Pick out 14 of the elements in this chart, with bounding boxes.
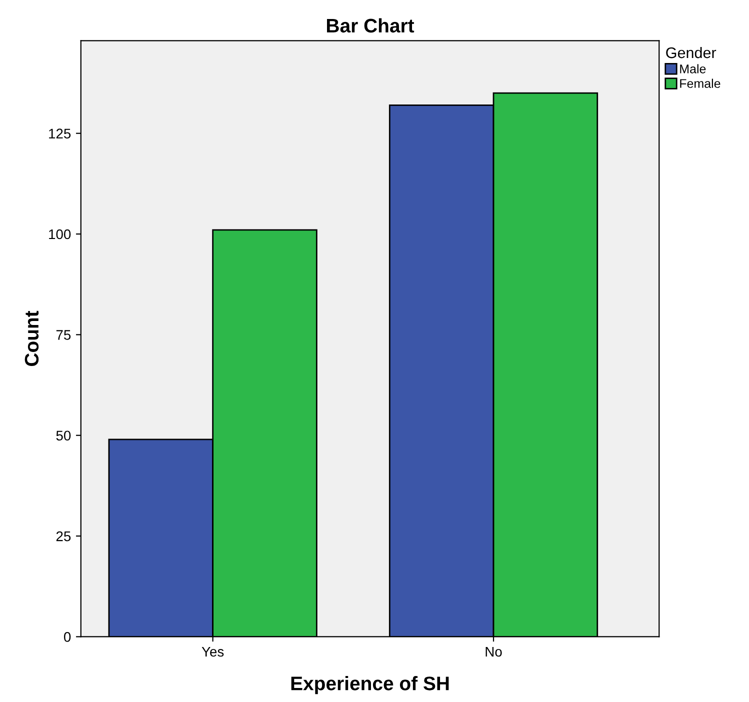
legend-label: Female bbox=[680, 78, 720, 88]
x-axis-title: Experience of SH bbox=[291, 676, 449, 694]
y-tick-label: 50 bbox=[56, 430, 71, 441]
y-tick-label: 125 bbox=[49, 128, 71, 139]
legend-title: Gender bbox=[666, 46, 716, 58]
y-tick-label: 75 bbox=[56, 330, 71, 340]
x-tick-label: No bbox=[486, 646, 502, 657]
x-tick-label: Yes bbox=[202, 646, 224, 657]
y-tick-label: 0 bbox=[64, 632, 71, 642]
chart-title: Bar Chart bbox=[327, 18, 414, 33]
y-tick-label: 100 bbox=[49, 229, 71, 240]
y-axis-title: Count bbox=[24, 310, 39, 366]
legend-label: Male bbox=[680, 64, 706, 74]
y-tick-label: 25 bbox=[56, 531, 71, 542]
